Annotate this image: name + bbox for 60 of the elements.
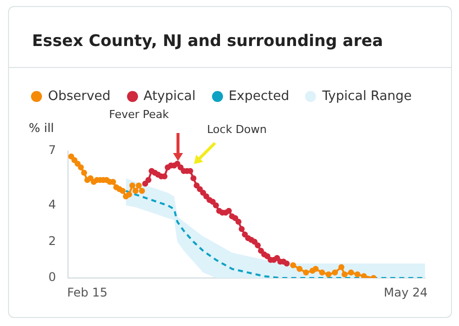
point: [126, 192, 132, 198]
point: [138, 188, 145, 194]
point: [264, 253, 270, 260]
point: [232, 215, 238, 222]
point: [212, 202, 219, 208]
point: [338, 264, 344, 270]
point: [284, 260, 290, 266]
point: [129, 182, 136, 188]
point: [319, 270, 326, 276]
point: [242, 231, 248, 238]
point: [203, 193, 210, 200]
x-tick-label: Feb 15: [67, 285, 108, 300]
point: [258, 248, 264, 254]
point: [120, 188, 126, 194]
point: [136, 182, 142, 188]
text: Lock Down: [207, 123, 267, 136]
point: [360, 273, 367, 278]
point: [252, 238, 258, 245]
legend-label: Atypical: [144, 89, 196, 104]
y-axis-title: % ill: [28, 121, 54, 136]
point: [238, 226, 245, 232]
point: [174, 160, 180, 167]
point: [81, 170, 88, 176]
point: [254, 242, 261, 248]
x-tick-label: May 24: [384, 285, 428, 300]
point: [68, 153, 74, 160]
text: Fever Peak: [109, 108, 169, 121]
point: [78, 164, 84, 170]
chart-title: Essex County, NJ and surrounding area: [32, 31, 383, 50]
point: [196, 186, 203, 192]
y-tick-label: 4: [48, 198, 56, 212]
point: [132, 188, 139, 194]
point: [194, 182, 200, 188]
legend-label: Expected: [228, 89, 290, 104]
point: [210, 198, 216, 205]
point: [274, 255, 280, 262]
point: [200, 190, 206, 196]
point: [88, 175, 94, 182]
point: [145, 177, 152, 184]
point: [296, 266, 303, 272]
legend-label: Observed: [48, 89, 111, 104]
point: [226, 208, 232, 214]
point: [312, 266, 319, 272]
point: [71, 157, 78, 164]
point: [348, 270, 354, 276]
y-tick-label: 0: [48, 270, 56, 284]
point: [74, 160, 81, 167]
point: [142, 180, 148, 187]
y-tick-label: 2: [48, 234, 56, 248]
point: [290, 262, 296, 268]
point: [178, 164, 184, 170]
point: [303, 270, 309, 276]
point: [235, 218, 242, 225]
y-tick-label: 7: [48, 143, 56, 158]
point: [190, 175, 196, 182]
point: [342, 271, 348, 278]
point: [326, 271, 332, 278]
point: [332, 270, 338, 276]
legend-label: Typical Range: [322, 89, 412, 104]
point: [354, 271, 360, 278]
